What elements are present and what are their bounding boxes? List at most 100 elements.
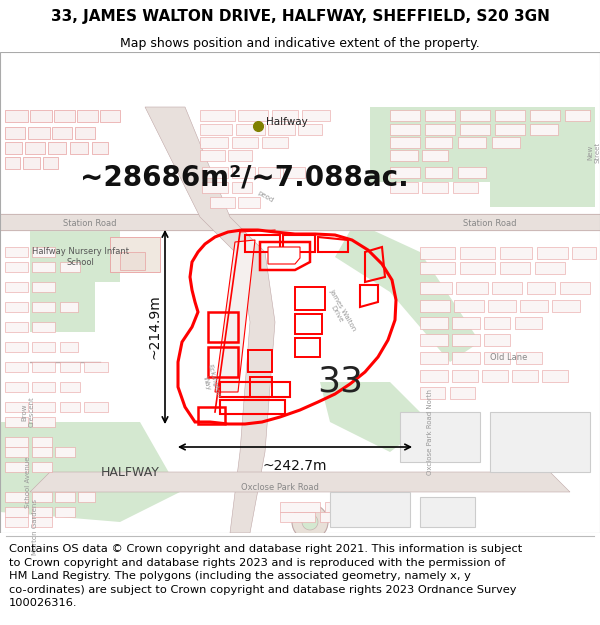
Text: School Avenue: School Avenue [25, 456, 31, 508]
Circle shape [302, 514, 318, 530]
Polygon shape [215, 240, 255, 392]
Text: Old Lane: Old Lane [490, 352, 527, 361]
Bar [500, 262, 530, 274]
Bar [262, 137, 288, 148]
Bar [78, 492, 95, 502]
Bar [238, 197, 260, 208]
Polygon shape [335, 222, 480, 362]
Bar [28, 127, 50, 139]
Bar [422, 182, 448, 193]
Bar [5, 507, 28, 517]
Bar [238, 110, 268, 121]
Text: James Walton
Drive: James Walton Drive [323, 288, 358, 336]
Bar [425, 110, 455, 121]
Bar [30, 110, 52, 122]
Bar [425, 124, 455, 135]
Text: Halfway Nursery Infant
School: Halfway Nursery Infant School [32, 248, 128, 267]
Text: Station Road: Station Road [63, 219, 117, 229]
Text: Brow
Crescent: Brow Crescent [22, 397, 35, 428]
Bar [458, 137, 486, 148]
Bar [390, 137, 420, 148]
Bar [420, 352, 448, 364]
Bar [302, 110, 330, 121]
Bar [32, 462, 52, 472]
Bar [60, 342, 78, 352]
Bar [32, 507, 52, 517]
Bar [460, 110, 490, 121]
Bar [32, 282, 55, 292]
Bar [527, 282, 555, 294]
Bar [23, 157, 40, 169]
Bar [84, 362, 108, 372]
Bar [5, 462, 28, 472]
Bar [55, 507, 75, 517]
Bar [495, 124, 525, 135]
Bar [5, 382, 28, 392]
Bar [200, 124, 232, 135]
Bar [268, 124, 295, 135]
Bar [500, 247, 532, 259]
Bar [552, 300, 580, 312]
Bar [32, 402, 55, 412]
Bar [200, 150, 225, 161]
Bar [452, 334, 480, 346]
Text: ~28686m²/~7.088ac.: ~28686m²/~7.088ac. [80, 163, 409, 191]
Bar [460, 124, 490, 135]
Text: Station Road: Station Road [463, 219, 517, 229]
Bar [60, 402, 80, 412]
Bar [460, 247, 495, 259]
Bar [390, 167, 420, 178]
Bar [420, 317, 448, 329]
Bar [5, 110, 28, 122]
Bar [5, 157, 20, 169]
Bar [520, 300, 548, 312]
Bar [110, 237, 160, 272]
Bar [232, 137, 258, 148]
Bar [535, 262, 565, 274]
Bar [32, 362, 55, 372]
Bar [565, 110, 590, 121]
Bar [452, 370, 478, 382]
Polygon shape [30, 472, 570, 492]
Bar [484, 334, 510, 346]
Bar [425, 137, 452, 148]
Polygon shape [30, 282, 95, 332]
Bar [512, 370, 538, 382]
Bar [390, 110, 420, 121]
Bar [5, 282, 28, 292]
Bar [43, 157, 58, 169]
Bar [280, 502, 320, 512]
Bar [48, 142, 66, 154]
Bar [200, 137, 228, 148]
Polygon shape [145, 107, 275, 533]
Text: Halfway: Halfway [266, 117, 308, 127]
Bar [450, 387, 475, 399]
Bar [54, 110, 75, 122]
Bar [202, 167, 228, 178]
Bar [5, 262, 28, 272]
Bar [298, 124, 322, 135]
Bar [92, 142, 108, 154]
Circle shape [292, 504, 328, 540]
Bar [232, 182, 252, 193]
Bar [422, 150, 448, 161]
Bar [390, 182, 418, 193]
Bar [32, 437, 52, 447]
Bar [5, 342, 28, 352]
Polygon shape [0, 422, 180, 522]
Text: 33, JAMES WALTON DRIVE, HALFWAY, SHEFFIELD, S20 3GN: 33, JAMES WALTON DRIVE, HALFWAY, SHEFFIE… [50, 9, 550, 24]
Polygon shape [320, 382, 430, 452]
Bar [60, 302, 78, 312]
Polygon shape [30, 227, 120, 282]
Bar [484, 317, 510, 329]
Bar [325, 502, 365, 512]
Bar [330, 492, 410, 527]
Bar [390, 150, 418, 161]
Bar [75, 127, 95, 139]
Bar [202, 182, 228, 193]
Bar [458, 167, 486, 178]
Bar [560, 282, 590, 294]
Bar [52, 127, 72, 139]
Bar [258, 167, 280, 178]
Bar [32, 322, 55, 332]
